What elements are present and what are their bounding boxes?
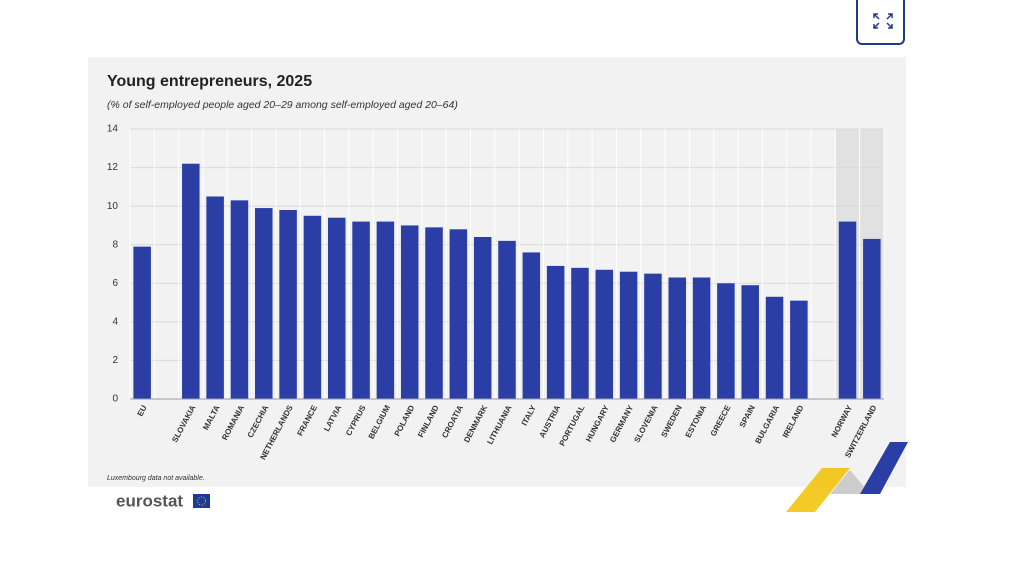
- x-tick-label: ITALY: [520, 403, 538, 427]
- bar: [352, 221, 370, 399]
- decor-blue: [860, 442, 908, 494]
- x-tick-label: PORTUGAL: [558, 404, 587, 448]
- bar: [279, 210, 297, 399]
- x-tick-label: DENMARK: [462, 404, 489, 445]
- bar: [425, 227, 443, 399]
- x-tick-label: LATVIA: [322, 404, 343, 433]
- x-tick-label: CZECHIA: [246, 404, 271, 440]
- bar: [692, 277, 711, 399]
- y-tick-label: 6: [112, 278, 118, 289]
- bar: [303, 215, 322, 399]
- x-tick-label: CROATIA: [440, 404, 465, 440]
- x-tick-label: SWITZERLAND: [843, 404, 878, 460]
- eu-flag: [193, 494, 210, 508]
- bar: [230, 200, 249, 399]
- x-tick-label: ESTONIA: [684, 404, 709, 440]
- x-tick-label: IRELAND: [781, 404, 806, 440]
- x-tick-label: SPAIN: [738, 404, 757, 429]
- y-tick-label: 12: [107, 162, 119, 173]
- y-tick-label: 4: [112, 316, 118, 327]
- x-tick-label: POLAND: [393, 404, 417, 438]
- bar: [595, 269, 614, 399]
- bar: [400, 225, 419, 399]
- bar: [546, 265, 565, 399]
- bar: [255, 208, 273, 399]
- x-tick-label: HUNGARY: [584, 403, 611, 443]
- expand-button[interactable]: [856, 0, 905, 45]
- bar: [522, 252, 541, 399]
- x-tick-label: SWEDEN: [659, 404, 684, 439]
- x-tick-label: SLOVENIA: [632, 404, 659, 445]
- chart-panel: [88, 57, 906, 487]
- footnote: Luxembourg data not available.: [107, 475, 205, 482]
- x-tick-label: ROMANIA: [220, 404, 246, 442]
- bar: [327, 217, 346, 399]
- bar: [765, 296, 784, 399]
- chart-title: Young entrepreneurs, 2025: [107, 73, 312, 90]
- bar: [571, 267, 589, 399]
- x-tick-label: GERMANY: [608, 403, 635, 444]
- x-tick-label: LITHUANIA: [485, 404, 513, 446]
- bar: [206, 196, 224, 399]
- y-tick-label: 0: [112, 394, 118, 405]
- bar: [838, 221, 857, 399]
- x-tick-label: FINLAND: [416, 404, 441, 439]
- x-tick-label: BULGARIA: [753, 404, 781, 446]
- expand-icon: [873, 13, 893, 29]
- bar: [717, 283, 735, 399]
- x-tick-label: NORWAY: [830, 403, 855, 439]
- logo-text: eurostat: [116, 491, 183, 510]
- x-tick-label: MALTA: [201, 404, 222, 432]
- bar: [498, 240, 516, 399]
- x-tick-label: BELGIUM: [367, 403, 392, 440]
- x-tick-label: EU: [136, 404, 149, 418]
- bar: [619, 271, 638, 399]
- y-tick-label: 8: [112, 239, 118, 250]
- highlight-region: [835, 129, 884, 399]
- x-tick-label: CYPRUS: [344, 403, 368, 437]
- x-tick-label: FRANCE: [295, 403, 319, 437]
- bar: [741, 285, 759, 399]
- bar: [182, 163, 200, 399]
- x-tick-label: AUSTRIA: [538, 404, 563, 440]
- bar: [473, 237, 492, 399]
- bar: [863, 238, 881, 399]
- bar: [376, 221, 395, 399]
- chart-subtitle: (% of self-employed people aged 20–29 am…: [107, 99, 458, 111]
- x-tick-label: GREECE: [709, 403, 733, 438]
- bar: [668, 277, 687, 399]
- decor-yellow: [786, 468, 850, 512]
- y-tick-label: 14: [107, 124, 119, 135]
- bar: [449, 229, 468, 399]
- x-tick-label: SLOVAKIA: [170, 404, 197, 444]
- eu-stars: [197, 496, 206, 506]
- bar: [644, 273, 662, 399]
- decor-gray: [830, 470, 870, 494]
- bar: [133, 246, 151, 399]
- y-tick-label: 2: [112, 355, 118, 366]
- x-tick-label: NETHERLANDS: [258, 403, 295, 461]
- bar: [790, 300, 808, 399]
- y-tick-label: 10: [107, 201, 119, 212]
